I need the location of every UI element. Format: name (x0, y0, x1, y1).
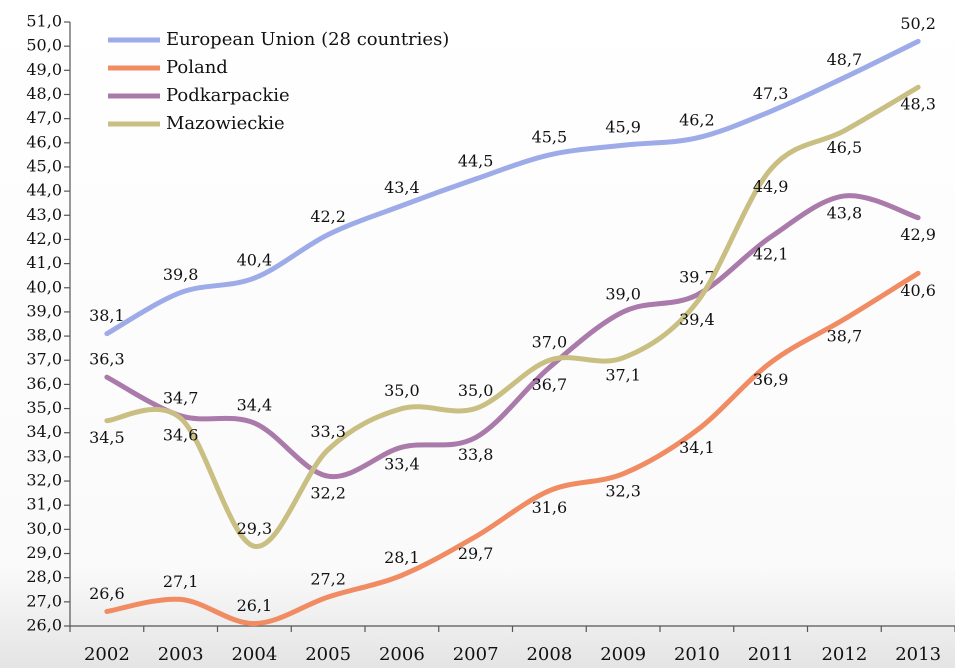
y-tick-label: 29,0 (26, 543, 62, 562)
y-tick-label: 31,0 (26, 495, 62, 514)
data-label: 50,2 (900, 14, 936, 33)
data-label: 48,3 (900, 95, 936, 114)
data-label: 26,1 (237, 596, 273, 615)
data-label: 42,2 (310, 207, 346, 226)
y-tick-label: 30,0 (26, 519, 62, 538)
legend-label: Mazowieckie (166, 113, 285, 134)
data-label: 34,1 (679, 438, 715, 457)
data-label: 44,9 (753, 177, 789, 196)
data-label: 47,3 (753, 84, 789, 103)
y-tick-label: 36,0 (26, 374, 62, 393)
y-tick-label: 33,0 (26, 446, 62, 465)
x-tick-label: 2012 (821, 644, 867, 665)
data-label: 32,2 (310, 484, 346, 503)
y-tick-label: 28,0 (26, 567, 62, 586)
data-label: 43,4 (384, 178, 420, 197)
x-tick-label: 2010 (674, 644, 720, 665)
data-label: 35,0 (384, 381, 420, 400)
y-tick-label: 49,0 (26, 60, 62, 79)
x-tick-label: 2011 (748, 644, 794, 665)
data-label: 35,0 (458, 381, 494, 400)
data-label: 31,6 (532, 498, 568, 517)
data-label: 39,8 (163, 265, 199, 284)
data-label: 43,8 (827, 203, 863, 222)
data-label: 34,4 (237, 396, 273, 415)
data-label: 39,0 (605, 284, 641, 303)
data-label: 44,5 (458, 152, 494, 171)
data-label: 29,3 (237, 519, 273, 538)
y-tick-label: 47,0 (26, 108, 62, 127)
data-label: 27,1 (163, 572, 199, 591)
y-tick-label: 44,0 (26, 181, 62, 200)
line-series (104, 38, 921, 337)
data-label: 38,7 (827, 327, 863, 346)
y-tick-label: 34,0 (26, 422, 62, 441)
y-tick-label: 27,0 (26, 591, 62, 610)
data-label: 45,5 (532, 127, 568, 146)
x-tick-label: 2013 (895, 644, 941, 665)
data-label: 39,7 (679, 268, 715, 287)
data-label: 40,4 (237, 251, 273, 270)
data-label: 48,7 (827, 50, 863, 69)
data-label: 40,6 (900, 281, 936, 300)
y-tick-label: 26,0 (26, 616, 62, 635)
x-tick-label: 2003 (158, 644, 204, 665)
x-tick-label: 2005 (305, 644, 351, 665)
data-label: 27,2 (310, 570, 346, 589)
data-label: 29,7 (458, 544, 494, 563)
data-label: 36,9 (753, 370, 789, 389)
y-tick-label: 45,0 (26, 156, 62, 175)
x-tick-label: 2007 (453, 644, 499, 665)
data-label: 33,8 (458, 445, 494, 464)
y-tick-label: 48,0 (26, 84, 62, 103)
y-tick-label: 51,0 (26, 12, 62, 31)
data-label: 36,7 (532, 375, 568, 394)
line-series (104, 270, 921, 627)
data-label: 46,2 (679, 110, 715, 129)
y-tick-label: 37,0 (26, 350, 62, 369)
x-tick-label: 2004 (231, 644, 277, 665)
y-tick-label: 38,0 (26, 326, 62, 345)
y-tick-label: 41,0 (26, 253, 62, 272)
y-tick-label: 42,0 (26, 229, 62, 248)
line-series (104, 193, 921, 480)
data-label: 42,1 (753, 245, 789, 264)
y-tick-label: 32,0 (26, 471, 62, 490)
y-tick-label: 40,0 (26, 277, 62, 296)
data-label: 46,5 (827, 138, 863, 157)
data-label: 28,1 (384, 548, 420, 567)
data-label: 38,1 (89, 306, 125, 325)
data-label: 33,4 (384, 455, 420, 474)
data-label: 36,3 (89, 350, 125, 369)
y-tick-label: 35,0 (26, 398, 62, 417)
y-tick-label: 39,0 (26, 301, 62, 320)
data-label: 26,6 (89, 584, 125, 603)
data-label: 39,4 (679, 310, 715, 329)
legend-label: European Union (28 countries) (166, 29, 449, 50)
data-label: 42,9 (900, 225, 936, 244)
data-label: 32,3 (605, 481, 641, 500)
x-tick-label: 2008 (526, 644, 572, 665)
data-label: 34,6 (163, 426, 199, 445)
legend-label: Podkarpackie (166, 85, 290, 106)
line-series (104, 84, 921, 549)
data-label: 45,9 (605, 118, 641, 137)
y-tick-label: 46,0 (26, 132, 62, 151)
data-label: 37,0 (532, 333, 568, 352)
data-label: 37,1 (605, 365, 641, 384)
data-label: 34,7 (163, 388, 199, 407)
y-tick-label: 43,0 (26, 205, 62, 224)
y-tick-label: 50,0 (26, 36, 62, 55)
legend-label: Poland (166, 57, 228, 78)
data-label: 34,5 (89, 428, 125, 447)
data-label: 33,3 (310, 422, 346, 441)
x-tick-label: 2002 (84, 644, 130, 665)
x-tick-label: 2009 (600, 644, 646, 665)
x-tick-label: 2006 (379, 644, 425, 665)
